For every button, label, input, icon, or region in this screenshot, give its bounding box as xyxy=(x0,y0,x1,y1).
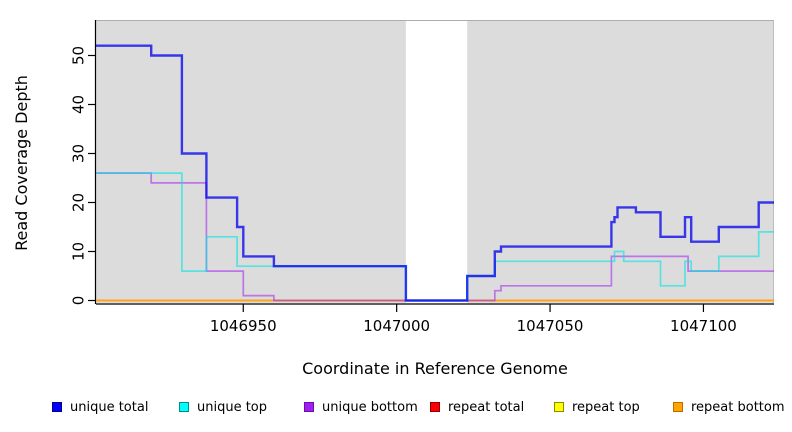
y-tick-label: 50 xyxy=(70,46,88,65)
x-tick-label: 1047000 xyxy=(363,317,430,335)
y-tick-label: 10 xyxy=(70,242,88,261)
legend-swatch-unique-total xyxy=(52,402,62,412)
legend-label: unique total xyxy=(70,399,149,415)
y-tick-label: 20 xyxy=(70,193,88,212)
legend-swatch-unique-bottom xyxy=(304,402,314,412)
legend-item-unique-total: unique total xyxy=(52,397,148,417)
legend-swatch-repeat-top xyxy=(554,402,564,412)
x-tick-label: 1047100 xyxy=(670,317,737,335)
y-tick-label: 40 xyxy=(70,95,88,114)
coverage-series xyxy=(96,44,774,302)
series-unique-total xyxy=(96,44,774,302)
x-tick-label: 1047050 xyxy=(517,317,584,335)
legend-label: repeat bottom xyxy=(691,399,785,415)
legend-swatch-unique-top xyxy=(179,402,189,412)
y-axis-title: Read Coverage Depth xyxy=(12,75,31,251)
legend: unique total unique top unique bottom repea… xyxy=(0,394,792,428)
x-axis-title: Coordinate in Reference Genome xyxy=(302,359,568,378)
legend-item-unique-bottom: unique bottom xyxy=(304,397,418,417)
legend-label: unique top xyxy=(197,399,268,415)
y-tick-label: 0 xyxy=(70,296,88,306)
legend-item-unique-top: unique top xyxy=(179,397,267,417)
series-unique-top xyxy=(96,172,774,302)
legend-swatch-repeat-total xyxy=(430,402,440,412)
legend-item-repeat-top: repeat top xyxy=(554,397,640,417)
axes: 0 10 20 30 40 50 1046950 1047000 1047050 1047100 xyxy=(70,20,774,335)
legend-item-repeat-total: repeat total xyxy=(430,397,524,417)
y-tick-label: 30 xyxy=(70,144,88,163)
legend-label: unique bottom xyxy=(322,399,418,415)
legend-swatch-repeat-bottom xyxy=(673,402,683,412)
plot-bg-left xyxy=(96,20,406,303)
legend-item-repeat-bottom: repeat bottom xyxy=(673,397,785,417)
legend-label: repeat top xyxy=(572,399,640,415)
legend-label: repeat total xyxy=(448,399,525,415)
x-tick-label: 1046950 xyxy=(210,317,277,335)
plot-background xyxy=(96,20,774,303)
